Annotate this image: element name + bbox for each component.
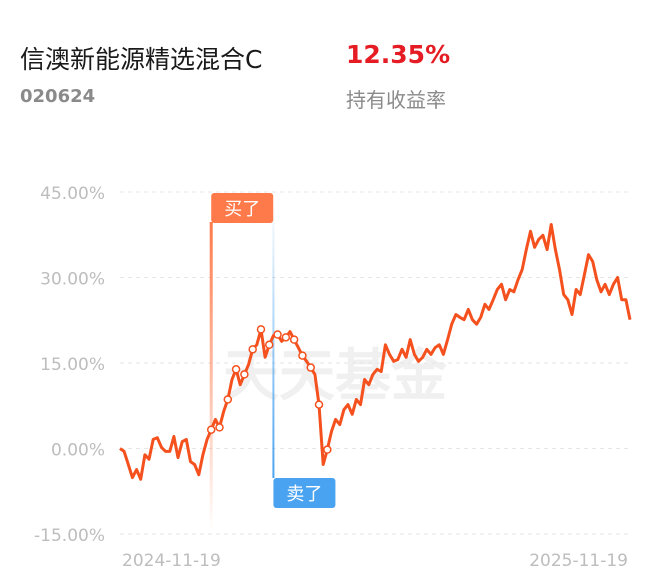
y-tick-label: -15.00%	[34, 526, 105, 546]
y-tick-label: 0.00%	[51, 441, 105, 461]
hold-point	[273, 330, 282, 339]
hold-point	[206, 425, 216, 434]
hold-point	[240, 370, 249, 379]
sell-tag	[273, 478, 336, 508]
hold-point	[223, 395, 233, 404]
return-label: 持有收益率	[346, 88, 446, 112]
x-tick-label: 2024-11-19	[122, 551, 221, 571]
watermark: 天天基金	[223, 344, 448, 409]
hold-point	[306, 363, 315, 372]
x-tick-label: 2025-11-19	[529, 551, 628, 571]
line	[119, 223, 632, 481]
buy-tag	[211, 193, 274, 223]
y-tick-label: 15.00%	[40, 355, 105, 375]
return-value: 12.35%	[346, 40, 451, 69]
sell-label: 卖了	[286, 484, 322, 505]
y-tick-label: 45.00%	[40, 184, 105, 204]
hold-point	[323, 445, 332, 454]
fund-code: 020624	[20, 86, 96, 107]
hold-point	[281, 333, 291, 342]
hold-point	[289, 335, 299, 344]
hold-point	[215, 423, 224, 432]
hold-point	[256, 325, 266, 334]
fund-title: 信澳新能源精选混合C	[20, 45, 263, 74]
y-tick-label: 30.00%	[40, 270, 105, 290]
buy-label: 买了	[224, 199, 260, 220]
hold-point	[265, 340, 274, 350]
hold-point	[231, 365, 241, 374]
buy-line	[209, 222, 213, 532]
hold-point	[298, 351, 307, 360]
hold-point	[314, 400, 324, 409]
hold-point	[248, 345, 257, 354]
